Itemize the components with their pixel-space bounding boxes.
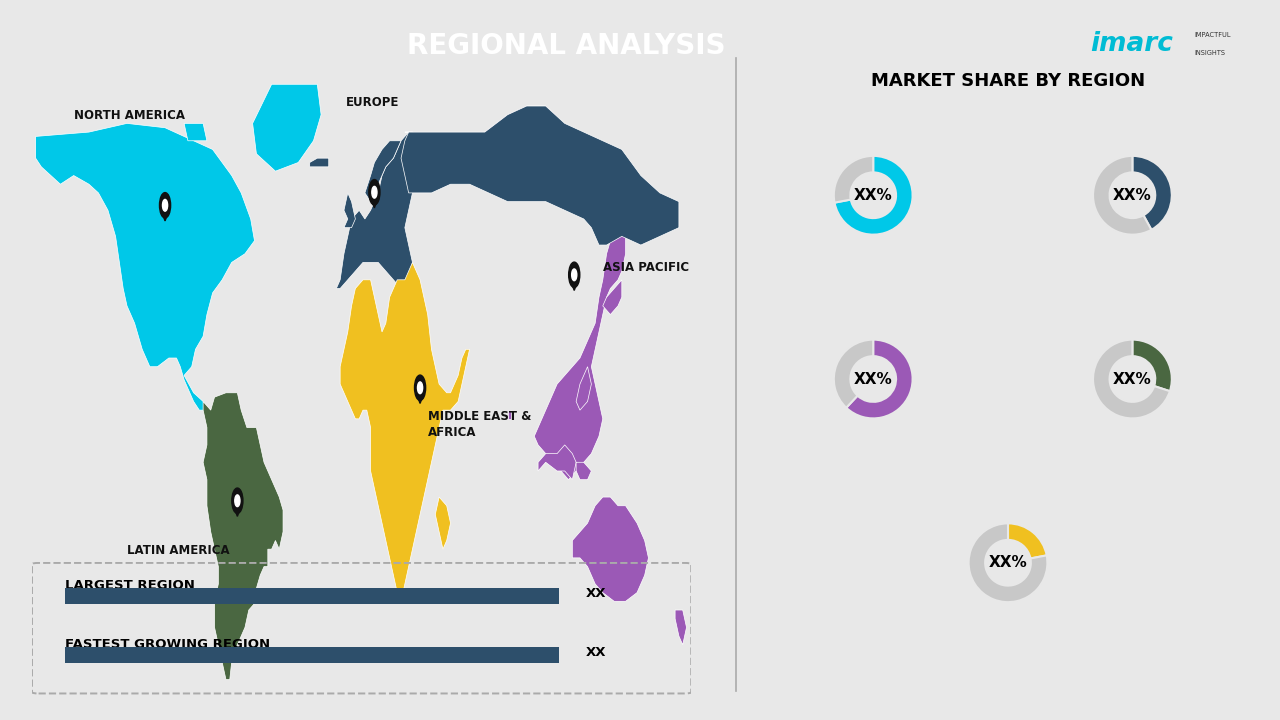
Polygon shape bbox=[435, 497, 451, 549]
Circle shape bbox=[369, 179, 380, 205]
Bar bbox=[65, 588, 559, 604]
Text: EUROPE: EUROPE bbox=[346, 96, 399, 109]
Text: IMPACTFUL: IMPACTFUL bbox=[1194, 32, 1231, 37]
Polygon shape bbox=[404, 106, 626, 480]
Circle shape bbox=[163, 199, 168, 211]
Circle shape bbox=[234, 495, 239, 507]
Polygon shape bbox=[508, 410, 512, 419]
Polygon shape bbox=[344, 193, 356, 228]
Wedge shape bbox=[1007, 523, 1047, 559]
Wedge shape bbox=[833, 156, 873, 202]
Text: imarc: imarc bbox=[1089, 31, 1172, 57]
Polygon shape bbox=[340, 262, 470, 601]
Circle shape bbox=[415, 375, 426, 400]
Polygon shape bbox=[401, 106, 678, 245]
Polygon shape bbox=[416, 392, 425, 403]
Polygon shape bbox=[161, 210, 169, 221]
Text: XX%: XX% bbox=[854, 188, 892, 203]
Wedge shape bbox=[1133, 156, 1171, 230]
Text: MIDDLE EAST &
AFRICA: MIDDLE EAST & AFRICA bbox=[428, 410, 531, 439]
Wedge shape bbox=[846, 340, 913, 418]
Polygon shape bbox=[252, 84, 321, 171]
Wedge shape bbox=[969, 523, 1047, 602]
Polygon shape bbox=[365, 141, 401, 202]
Text: XX: XX bbox=[586, 587, 607, 600]
Circle shape bbox=[572, 269, 577, 281]
Polygon shape bbox=[370, 196, 379, 208]
Polygon shape bbox=[675, 610, 686, 645]
Polygon shape bbox=[603, 280, 622, 315]
Polygon shape bbox=[570, 279, 579, 290]
Polygon shape bbox=[36, 123, 255, 410]
Text: FASTEST GROWING REGION: FASTEST GROWING REGION bbox=[65, 638, 270, 651]
Polygon shape bbox=[184, 123, 207, 141]
Wedge shape bbox=[835, 156, 913, 235]
Polygon shape bbox=[233, 505, 242, 516]
Circle shape bbox=[160, 192, 170, 218]
Polygon shape bbox=[572, 497, 649, 601]
Circle shape bbox=[568, 262, 580, 287]
Polygon shape bbox=[337, 132, 420, 289]
Text: XX%: XX% bbox=[854, 372, 892, 387]
Circle shape bbox=[232, 488, 243, 513]
Text: NORTH AMERICA: NORTH AMERICA bbox=[74, 109, 184, 122]
Text: LARGEST REGION: LARGEST REGION bbox=[65, 579, 195, 592]
Polygon shape bbox=[538, 445, 576, 480]
Wedge shape bbox=[1093, 340, 1170, 418]
Polygon shape bbox=[576, 366, 591, 410]
Text: XX%: XX% bbox=[1114, 372, 1152, 387]
Text: ASIA PACIFIC: ASIA PACIFIC bbox=[603, 261, 689, 274]
Polygon shape bbox=[204, 393, 283, 680]
Circle shape bbox=[371, 186, 378, 198]
Text: LATIN AMERICA: LATIN AMERICA bbox=[127, 544, 229, 557]
Text: REGIONAL ANALYSIS: REGIONAL ANALYSIS bbox=[407, 32, 726, 60]
Wedge shape bbox=[833, 340, 873, 408]
Bar bbox=[65, 647, 559, 663]
Text: XX%: XX% bbox=[1114, 188, 1152, 203]
Wedge shape bbox=[1133, 340, 1171, 391]
Text: XX: XX bbox=[586, 646, 607, 659]
Text: XX%: XX% bbox=[988, 555, 1028, 570]
Wedge shape bbox=[1093, 156, 1152, 235]
Text: MARKET SHARE BY REGION: MARKET SHARE BY REGION bbox=[870, 72, 1146, 90]
Polygon shape bbox=[310, 158, 329, 167]
Text: INSIGHTS: INSIGHTS bbox=[1194, 50, 1226, 56]
Polygon shape bbox=[576, 462, 591, 480]
Circle shape bbox=[417, 382, 422, 394]
